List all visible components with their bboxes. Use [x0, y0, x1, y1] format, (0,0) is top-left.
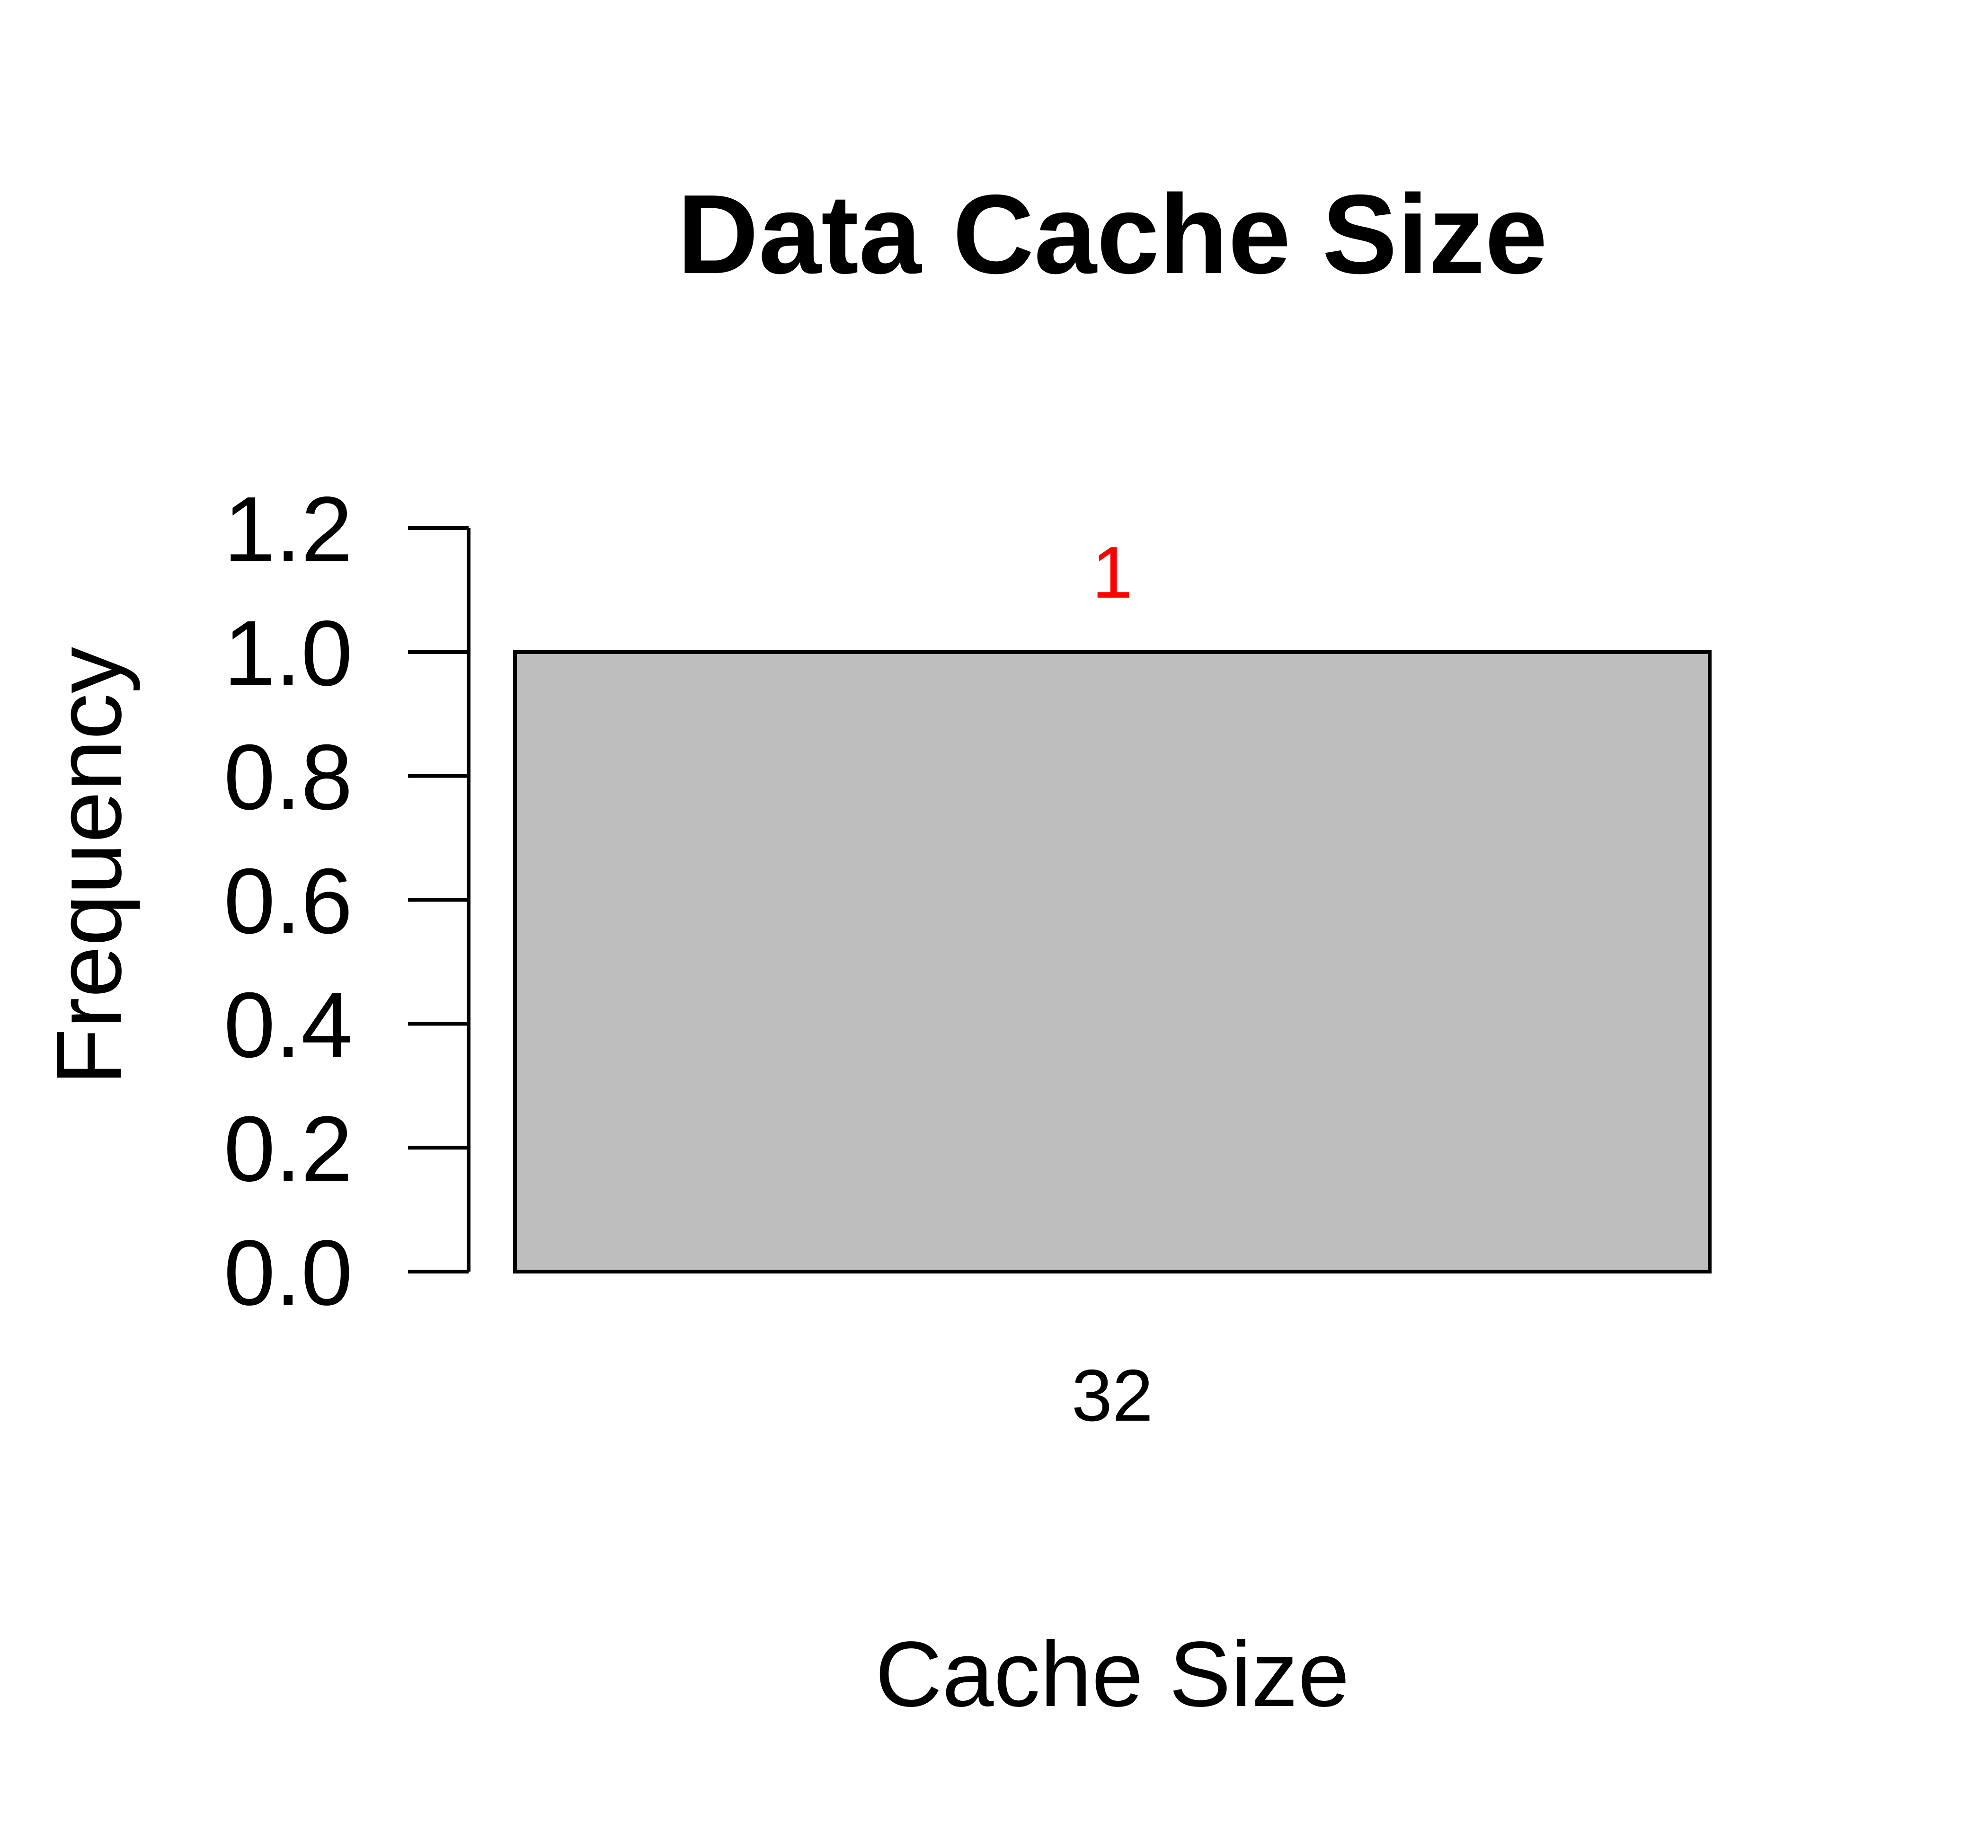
x-axis-label: Cache Size	[875, 1622, 1349, 1726]
category-labels: 32	[1072, 1354, 1153, 1436]
y-tick-label: 0.4	[224, 973, 353, 1077]
bar-value-label: 1	[1092, 531, 1133, 613]
bar-32	[513, 650, 1712, 1273]
y-tick-label: 0.6	[224, 849, 353, 953]
value-labels: 1	[1092, 531, 1133, 613]
y-tick-label: 1.2	[224, 477, 353, 581]
y-tick-label: 0.8	[224, 725, 353, 829]
y-tick-label: 1.0	[224, 601, 353, 705]
y-axis-label: Frequency	[37, 647, 141, 1085]
chart-title: Data Cache Size	[677, 172, 1548, 297]
y-tick-label: 0.0	[224, 1221, 353, 1325]
y-axis-ticks: 0.0 0.2 0.4 0.6 0.8 1.0 1.2	[224, 477, 469, 1325]
y-tick-label: 0.2	[224, 1097, 353, 1201]
x-category-label: 32	[1072, 1354, 1153, 1436]
bars	[513, 650, 1712, 1273]
